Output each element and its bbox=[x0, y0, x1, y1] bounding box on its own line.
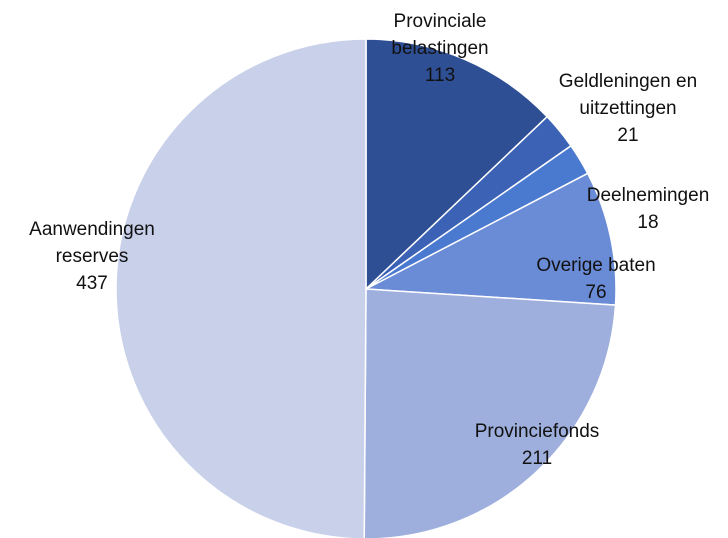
category-name: Aanwendingen reserves bbox=[29, 219, 155, 267]
slice-label: Provinciefonds 211 bbox=[447, 418, 627, 472]
pie-slice bbox=[363, 172, 617, 306]
value-label: 113 bbox=[424, 65, 456, 86]
category-name: Provinciefonds bbox=[474, 421, 600, 442]
pie-slice bbox=[115, 38, 367, 538]
value-label: 76 bbox=[585, 282, 607, 303]
category-name: Geldleningen en uitzettingen bbox=[558, 71, 698, 119]
category-name: Deelnemingen bbox=[586, 185, 710, 206]
value-label: 18 bbox=[637, 212, 659, 233]
category-name: Provinciale belastingen bbox=[391, 11, 489, 59]
pie-slice bbox=[365, 38, 549, 291]
slice-label: Overige baten 76 bbox=[521, 252, 671, 306]
slice-label: Deelnemingen 18 bbox=[563, 182, 728, 236]
slice-label: Aanwendingen reserves 437 bbox=[7, 216, 177, 297]
value-label: 21 bbox=[617, 125, 639, 146]
slice-label: Provinciale belastingen 113 bbox=[370, 8, 510, 89]
slice-label: Geldleningen en uitzettingen 21 bbox=[543, 68, 713, 149]
value-label: 437 bbox=[76, 273, 108, 294]
pie-slice bbox=[363, 288, 617, 538]
category-name: Overige baten bbox=[536, 255, 656, 276]
value-label: 211 bbox=[521, 448, 553, 469]
